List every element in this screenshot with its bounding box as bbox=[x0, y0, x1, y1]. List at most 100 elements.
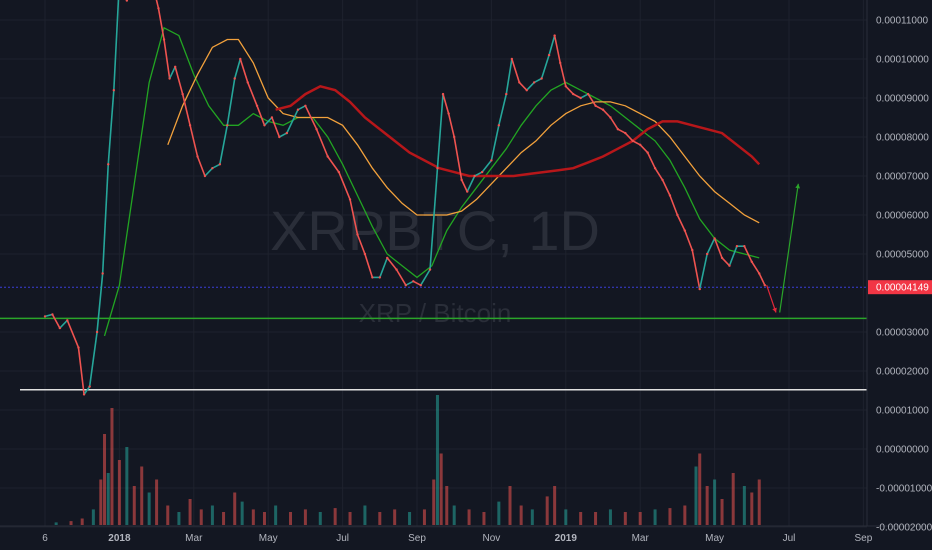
price-point bbox=[101, 272, 104, 275]
time-axis[interactable]: 6 2018 Mar May Jul Sep Nov 2019 Mar May Jul Sep bbox=[42, 533, 873, 544]
volume-bar bbox=[378, 512, 382, 525]
price-segment bbox=[595, 105, 604, 111]
y-tick-label: 0.00000000 bbox=[876, 445, 929, 456]
price-segment bbox=[379, 257, 388, 278]
volume-bar bbox=[530, 509, 534, 525]
volume-bar bbox=[742, 486, 746, 525]
price-segment bbox=[518, 81, 528, 91]
volume-bar bbox=[132, 486, 136, 525]
moving-average-line bbox=[275, 84, 761, 178]
price-segment bbox=[447, 113, 455, 138]
volume-bar bbox=[545, 496, 549, 525]
volume-bar bbox=[69, 521, 73, 525]
price-segment bbox=[728, 245, 738, 266]
price-segment bbox=[107, 90, 115, 165]
volume-bar bbox=[608, 509, 612, 525]
price-segment bbox=[412, 280, 422, 286]
last-price-marker: 0.00004149 bbox=[868, 280, 932, 295]
projection-arrowhead bbox=[795, 183, 801, 189]
y-tick-label: 0.00002000 bbox=[876, 367, 929, 378]
price-segment bbox=[356, 234, 366, 255]
volume-bar bbox=[333, 508, 337, 525]
volume-bar bbox=[750, 492, 754, 525]
price-point bbox=[683, 229, 687, 232]
volume-bar bbox=[435, 395, 439, 525]
price-point bbox=[473, 174, 476, 178]
price-point bbox=[203, 174, 207, 178]
x-tick-label: Jul bbox=[783, 533, 796, 544]
price-series bbox=[43, 0, 767, 396]
price-segment bbox=[157, 8, 165, 40]
price-point bbox=[564, 85, 567, 88]
price-segment bbox=[490, 125, 500, 161]
price-segment bbox=[395, 269, 407, 286]
volume-bar bbox=[519, 505, 523, 525]
price-segment bbox=[83, 386, 91, 395]
price-segment bbox=[706, 238, 716, 255]
x-tick-label: Sep bbox=[408, 533, 426, 544]
horizontal-lines[interactable] bbox=[0, 286, 867, 391]
price-point bbox=[168, 77, 171, 80]
volume-bar bbox=[251, 509, 255, 525]
volume-bar bbox=[623, 512, 627, 525]
price-segment bbox=[505, 58, 513, 95]
price-point bbox=[525, 89, 528, 92]
price-point bbox=[750, 260, 753, 263]
price-point bbox=[497, 124, 501, 127]
price-point bbox=[676, 213, 679, 217]
price-point bbox=[157, 7, 160, 10]
price-point bbox=[337, 170, 341, 174]
volume-bar bbox=[445, 486, 449, 525]
price-point bbox=[447, 112, 450, 115]
volume-bar bbox=[140, 466, 144, 525]
price-point bbox=[691, 248, 694, 252]
x-tick-label: 6 bbox=[42, 533, 48, 544]
price-point bbox=[112, 89, 116, 92]
moving-average-line bbox=[103, 26, 760, 337]
price-segment bbox=[219, 125, 229, 165]
y-tick-label: 0.00010000 bbox=[876, 55, 929, 66]
price-segment bbox=[526, 81, 535, 91]
price-segment bbox=[721, 257, 731, 267]
price-segment bbox=[758, 273, 766, 286]
price-segment bbox=[349, 199, 359, 235]
price-segment bbox=[442, 93, 450, 114]
price-point bbox=[436, 167, 439, 170]
price-point bbox=[239, 57, 242, 61]
watermark-name: XRP / Bitcoin bbox=[359, 298, 512, 328]
volume-bar bbox=[147, 492, 151, 525]
price-point bbox=[631, 139, 634, 143]
price-segment bbox=[278, 132, 288, 138]
projection-arrows[interactable] bbox=[766, 183, 801, 313]
price-point bbox=[639, 143, 642, 146]
price-point bbox=[412, 280, 415, 283]
volume-bar bbox=[210, 505, 214, 525]
price-point bbox=[661, 178, 664, 182]
volume-bar bbox=[564, 509, 568, 525]
price-point bbox=[609, 116, 612, 119]
volume-bar bbox=[188, 499, 192, 525]
price-point bbox=[728, 264, 731, 267]
price-point bbox=[77, 346, 80, 349]
volume-bar bbox=[467, 509, 471, 525]
price-segment bbox=[609, 117, 619, 130]
x-tick-label: May bbox=[705, 533, 724, 544]
x-tick-label: Mar bbox=[632, 533, 650, 544]
x-tick-label: Nov bbox=[483, 533, 501, 544]
price-axis[interactable]: 0.00011000 0.00010000 0.00009000 0.00008000… bbox=[876, 16, 932, 534]
price-segment bbox=[698, 253, 708, 290]
price-segment bbox=[474, 171, 483, 177]
price-point bbox=[586, 92, 590, 96]
price-segment bbox=[51, 314, 61, 329]
price-segment bbox=[654, 167, 664, 181]
price-point bbox=[188, 124, 192, 127]
volume-bar bbox=[757, 479, 761, 525]
price-point bbox=[705, 252, 709, 256]
price-segment bbox=[286, 109, 299, 134]
price-point bbox=[326, 155, 329, 158]
y-tick-label: 0.00003000 bbox=[876, 328, 929, 339]
volume-bar bbox=[713, 479, 717, 525]
volume-bar bbox=[106, 473, 110, 525]
price-point bbox=[58, 326, 62, 330]
